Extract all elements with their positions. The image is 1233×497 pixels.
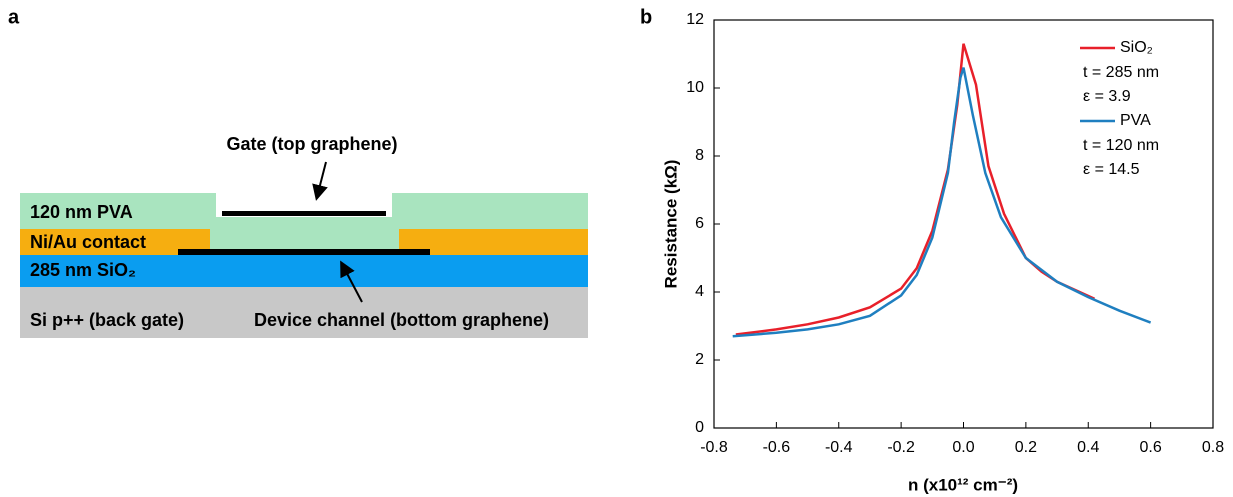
x-tick-label: 0.4	[1077, 439, 1099, 456]
annotation: Device channel (bottom graphene)	[254, 310, 549, 330]
x-tick-label: -0.8	[700, 439, 728, 456]
y-tick-label: 10	[686, 79, 704, 96]
legend-note: t = 285 nm	[1083, 64, 1159, 81]
y-axis-label: Resistance (kΩ)	[661, 160, 680, 289]
series-line	[732, 67, 1152, 338]
panel-label: b	[640, 6, 652, 28]
x-tick-label: -0.2	[887, 439, 915, 456]
series-line	[735, 43, 1096, 336]
x-tick-label: 0.0	[952, 439, 974, 456]
legend-note: ε = 3.9	[1083, 88, 1131, 105]
layer-label: Ni/Au contact	[30, 232, 146, 252]
y-tick-label: 6	[695, 215, 704, 232]
panel-label: a	[8, 6, 20, 28]
x-tick-label: 0.2	[1015, 439, 1037, 456]
annotation: Gate (top graphene)	[226, 134, 397, 154]
arrow	[312, 161, 328, 201]
legend-note: ε = 14.5	[1083, 161, 1140, 178]
si-layer	[20, 287, 588, 338]
bottom-graphene	[178, 249, 430, 255]
legend-note: t = 120 nm	[1083, 137, 1159, 154]
x-tick-label: -0.4	[825, 439, 853, 456]
x-axis-label: n (x10¹² cm⁻²)	[908, 475, 1018, 494]
y-tick-label: 4	[695, 283, 704, 300]
layer-label: 120 nm PVA	[30, 202, 133, 222]
layer-label: Si p++ (back gate)	[30, 310, 184, 330]
legend-label: PVA	[1120, 112, 1151, 129]
arrow	[340, 260, 363, 303]
x-tick-label: -0.6	[763, 439, 791, 456]
layer-label: 285 nm SiO₂	[30, 260, 136, 280]
y-tick-label: 8	[695, 147, 704, 164]
contact-right	[399, 229, 588, 255]
sio2-layer	[20, 255, 588, 287]
top-graphene	[222, 211, 386, 216]
x-tick-label: 0.6	[1140, 439, 1162, 456]
y-tick-label: 2	[695, 351, 704, 368]
x-tick-label: 0.8	[1202, 439, 1224, 456]
legend-label: SiO₂	[1120, 39, 1153, 56]
y-tick-label: 12	[686, 11, 704, 28]
y-tick-label: 0	[695, 419, 704, 436]
